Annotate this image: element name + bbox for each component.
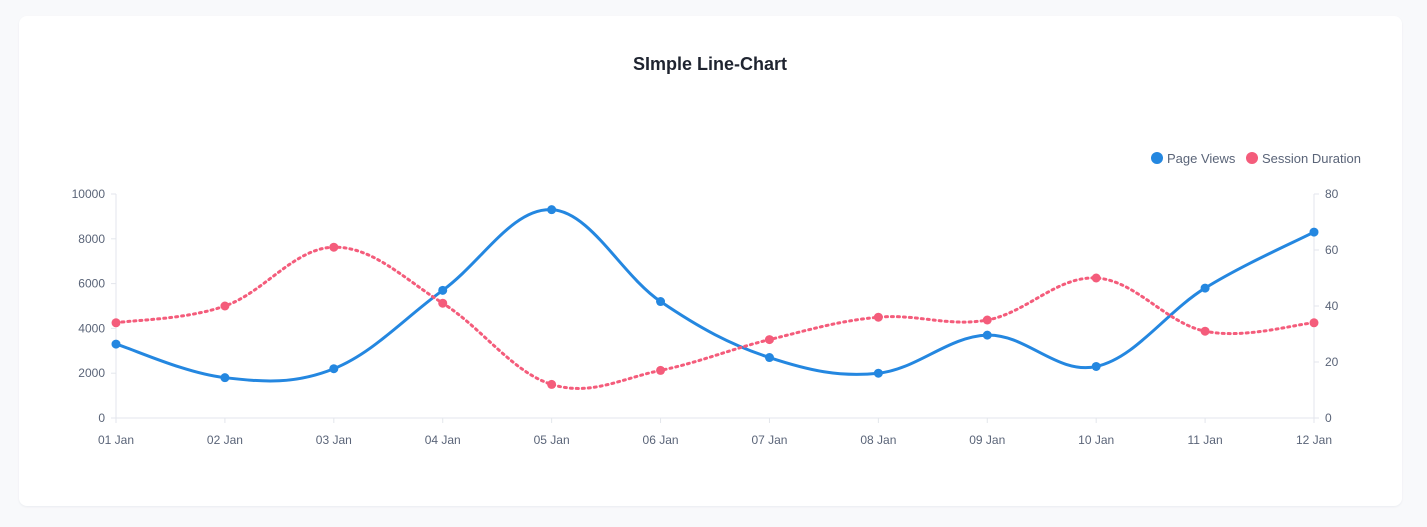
x-tick-label: 09 Jan xyxy=(969,433,1005,447)
legend-marker-page-views[interactable] xyxy=(1151,152,1163,164)
series-layer xyxy=(112,205,1319,389)
y-left-tick-label: 0 xyxy=(98,411,105,425)
data-point-page-views[interactable] xyxy=(1201,284,1210,293)
x-tick-label: 05 Jan xyxy=(534,433,570,447)
x-tick-label: 01 Jan xyxy=(98,433,134,447)
data-point-session-duration[interactable] xyxy=(1310,318,1319,327)
legend-label-page-views[interactable]: Page Views xyxy=(1167,151,1236,166)
y-left-tick-label: 2000 xyxy=(78,366,105,380)
x-tick-label: 02 Jan xyxy=(207,433,243,447)
y-right-tick-label: 0 xyxy=(1325,411,1332,425)
x-tick-label: 11 Jan xyxy=(1188,433,1223,447)
data-point-session-duration[interactable] xyxy=(1092,274,1101,283)
data-point-session-duration[interactable] xyxy=(112,318,121,327)
data-point-session-duration[interactable] xyxy=(874,313,883,322)
y-left-tick-label: 4000 xyxy=(78,321,105,335)
data-point-page-views[interactable] xyxy=(874,369,883,378)
x-tick-label: 06 Jan xyxy=(643,433,679,447)
x-tick-label: 07 Jan xyxy=(751,433,787,447)
data-point-page-views[interactable] xyxy=(112,340,121,349)
x-tick-label: 10 Jan xyxy=(1078,433,1114,447)
data-point-page-views[interactable] xyxy=(656,297,665,306)
data-point-session-duration[interactable] xyxy=(1201,327,1210,336)
x-tick-label: 08 Jan xyxy=(860,433,896,447)
y-left-tick-label: 8000 xyxy=(78,232,105,246)
legend: Page Views Session Duration xyxy=(1151,151,1361,166)
y-right-tick-label: 60 xyxy=(1325,243,1339,257)
data-point-page-views[interactable] xyxy=(765,353,774,362)
data-point-page-views[interactable] xyxy=(1092,362,1101,371)
data-point-page-views[interactable] xyxy=(983,331,992,340)
legend-label-session-duration[interactable]: Session Duration xyxy=(1262,151,1361,166)
data-point-page-views[interactable] xyxy=(547,205,556,214)
y-left-tick-label: 10000 xyxy=(72,187,106,201)
data-point-session-duration[interactable] xyxy=(983,316,992,325)
data-point-session-duration[interactable] xyxy=(547,380,556,389)
x-tick-label: 04 Jan xyxy=(425,433,461,447)
x-tick-label: 12 Jan xyxy=(1296,433,1332,447)
data-point-session-duration[interactable] xyxy=(438,299,447,308)
data-point-session-duration[interactable] xyxy=(220,302,229,311)
series-line-session-duration xyxy=(116,247,1314,388)
data-point-page-views[interactable] xyxy=(438,286,447,295)
chart-card: SImple Line-Chart Page Views Session Dur… xyxy=(19,16,1402,506)
data-point-session-duration[interactable] xyxy=(329,243,338,252)
y-right-tick-label: 20 xyxy=(1325,355,1339,369)
line-chart: SImple Line-Chart Page Views Session Dur… xyxy=(19,16,1402,506)
data-point-session-duration[interactable] xyxy=(765,335,774,344)
data-point-session-duration[interactable] xyxy=(656,366,665,375)
y-right-tick-label: 80 xyxy=(1325,187,1339,201)
x-tick-label: 03 Jan xyxy=(316,433,352,447)
y-left-tick-label: 6000 xyxy=(78,277,105,291)
chart-title: SImple Line-Chart xyxy=(633,54,787,74)
data-point-page-views[interactable] xyxy=(329,364,338,373)
data-point-page-views[interactable] xyxy=(1310,228,1319,237)
axes: 10000 8000 6000 4000 2000 0 80 60 40 20 0 01 Jan 02 … xyxy=(72,187,1339,447)
y-right-tick-label: 40 xyxy=(1325,299,1339,313)
legend-marker-session-duration[interactable] xyxy=(1246,152,1258,164)
data-point-page-views[interactable] xyxy=(220,373,229,382)
